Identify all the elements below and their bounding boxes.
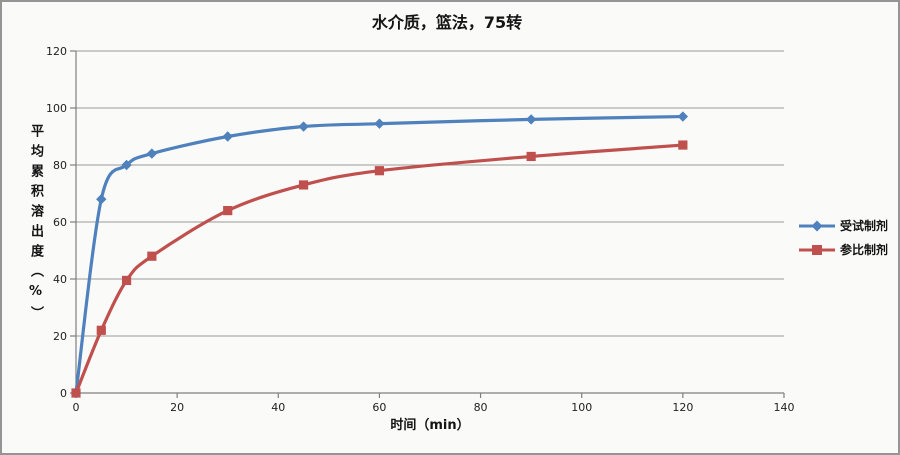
- diamond-marker-icon: [146, 148, 158, 159]
- diamond-marker-icon: [121, 159, 132, 171]
- diamond-marker-icon: [222, 131, 233, 142]
- square-marker-icon: [526, 151, 536, 162]
- series-test-line: [74, 114, 685, 395]
- square-marker-icon: [96, 325, 106, 335]
- y-tick-label: 100: [46, 102, 67, 115]
- y-tick-label: 120: [46, 45, 67, 58]
- square-marker-icon: [223, 206, 233, 216]
- diamond-marker-icon: [677, 111, 689, 122]
- legend-label-test: 受试制剂: [840, 219, 889, 233]
- square-marker-icon: [121, 275, 132, 286]
- diamond-marker-icon: [96, 194, 107, 205]
- diamond-marker-icon: [799, 220, 835, 231]
- square-marker-icon: [678, 140, 688, 150]
- square-marker-icon: [298, 180, 309, 190]
- y-tick-label: 0: [60, 387, 67, 400]
- x-axis-title: 时间（min）: [390, 418, 470, 433]
- y-tick-label: 60: [53, 216, 67, 229]
- x-tick-label: 40: [271, 401, 285, 414]
- x-tick-label: 140: [774, 401, 795, 414]
- y-tick-label: 20: [53, 330, 67, 343]
- x-tick-label: 120: [672, 401, 693, 414]
- legend-entry-reference: 参比制剂: [798, 239, 888, 260]
- x-tick-label: 100: [571, 401, 592, 414]
- legend: 受试制剂 参比制剂: [798, 215, 888, 260]
- y-tick-label: 80: [53, 159, 67, 172]
- x-tick-label: 80: [474, 401, 488, 414]
- square-marker-icon: [71, 388, 81, 398]
- square-marker-icon: [374, 166, 385, 176]
- diamond-marker-icon: [525, 114, 537, 125]
- y-axis-title: 平均累积溶出度（%）: [28, 124, 43, 326]
- square-marker-icon: [799, 244, 835, 255]
- square-marker-icon: [147, 251, 157, 261]
- chart-title: 水介质，篮法，75转: [371, 13, 523, 32]
- x-tick-label: 0: [73, 401, 80, 414]
- y-tick-label: 40: [53, 273, 67, 286]
- legend-entry-test: 受试制剂: [798, 215, 888, 236]
- diamond-marker-icon: [298, 121, 309, 132]
- x-tick-label: 20: [170, 401, 184, 414]
- series-reference-line: [74, 143, 685, 395]
- x-tick-label: 60: [372, 401, 386, 414]
- diamond-marker-icon: [374, 118, 385, 129]
- legend-label-reference: 参比制剂: [840, 243, 889, 257]
